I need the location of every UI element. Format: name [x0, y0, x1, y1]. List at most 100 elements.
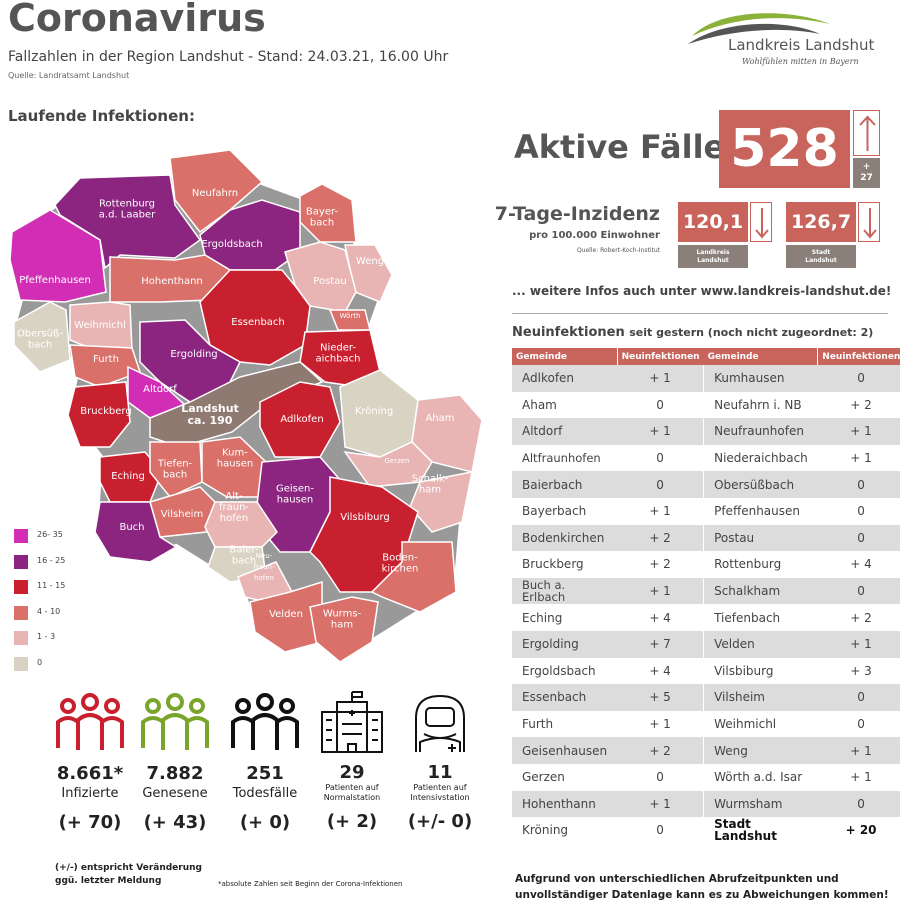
table-cell: + 4 [817, 551, 900, 578]
incidence-area: Stadt Landshut [786, 245, 856, 268]
stat-label-line: Todesfälle [232, 786, 298, 801]
map-region [67, 381, 131, 448]
incidence-area-line: Landshut [805, 256, 837, 264]
incidence-sublabel: pro 100.000 Einwohner [529, 230, 660, 241]
icon-infected [56, 693, 124, 750]
table-row: Essenbach + 5 Vilsheim 0 [512, 684, 900, 711]
legend-label: 0 [37, 657, 43, 667]
table-header-cell: Neuinfektionen [817, 348, 900, 365]
table-title-note: seit gestern (noch nicht zugeordnet: 2) [629, 326, 874, 339]
disclaimer: Aufgrund von unterschiedlichen Abrufzeit… [515, 871, 889, 903]
table-cell: Eching [512, 604, 618, 631]
region-label: Vilsheim [161, 509, 203, 520]
table-row: Altdorf + 1 Neufraunhofen + 1 [512, 418, 900, 445]
table-header-cell: Gemeinde [703, 348, 818, 365]
map-region [409, 471, 473, 533]
table-cell: + 2 [617, 551, 705, 578]
region-label: Postau [313, 276, 346, 287]
stat: 8.661* Infizierte (+ 70) [40, 763, 140, 833]
table-cell: 0 [817, 524, 900, 552]
region-label: Geisen- [276, 484, 314, 495]
table-row: Bodenkirchen + 2 Postau 0 [512, 524, 900, 552]
stat-change: (+/- 0) [407, 811, 473, 832]
table-cell: + 1 [817, 737, 900, 764]
stat-label-line: Patienten auf [413, 783, 467, 792]
change-note: (+/-) entspricht Veränderung ggü. letzter… [55, 862, 202, 888]
table-cell: Niederaichbach [703, 444, 818, 472]
table-cell: + 4 [617, 604, 705, 631]
stat-value: 251 [246, 763, 284, 784]
stat-icons [56, 691, 465, 753]
incidence-area-line: Landkreis [696, 248, 730, 256]
region-label: ham [331, 620, 353, 631]
table-cell: Velden [703, 630, 818, 658]
stat-label-line: Infizierte [61, 786, 119, 801]
stat-label: Genesene [125, 784, 225, 812]
table-cell: 0 [817, 710, 900, 738]
stat-label-line: Genesene [142, 786, 208, 801]
region-label: Baier- [230, 545, 259, 556]
active-value: 528 [719, 110, 850, 188]
region-label: ca. 190 [188, 414, 233, 427]
region-label: bach [310, 218, 334, 229]
table-row: Geisenhausen + 2 Weng + 1 [512, 737, 900, 764]
arrow-down [750, 202, 772, 242]
arrow-shape [863, 208, 877, 239]
table-row: Buch a. Erlbach + 1 Schalkham 0 [512, 577, 900, 605]
region-label: Furth [93, 354, 119, 365]
table-header: Gemeinde Neuinfektionen Gemeinde Neuinfekti… [512, 348, 900, 365]
table-cell: Buch a. Erlbach [512, 577, 618, 605]
table-cell: Altfraunhofen [512, 444, 618, 472]
incidence-area-line: Stadt [811, 248, 831, 256]
table-row: Baierbach 0 Obersüßbach 0 [512, 471, 900, 498]
map-region [370, 541, 457, 613]
stat-label: Infizierte [40, 784, 140, 812]
region-label: Kum- [222, 448, 248, 459]
legend-label: 4 - 10 [37, 606, 61, 616]
table-cell: + 1 [617, 365, 705, 392]
table-row: Aham 0 Neufahrn i. NB + 2 [512, 391, 900, 419]
region-label: fraun- [253, 563, 275, 571]
region-label: Nieder- [320, 343, 356, 354]
table-cell: Ergoldsbach [512, 657, 618, 685]
map-region [149, 441, 203, 498]
region-label: Velden [269, 609, 303, 620]
region-label: Neufahrn [192, 188, 238, 199]
map-region [309, 476, 419, 593]
arrow-up [853, 110, 880, 156]
table-cell: + 4 [617, 657, 705, 685]
disclaimer-line: unvollständiger Datenlage kann es zu Abw… [515, 889, 889, 901]
incidence-label: 7-Tage-Inzidenz [494, 203, 660, 225]
region-label: Aham [425, 413, 454, 424]
legend-swatch [14, 580, 28, 594]
table: Gemeinde Neuinfektionen Gemeinde Neuinfekti… [512, 348, 900, 844]
divider [512, 313, 888, 314]
absolute-note: *absolute Zahlen seit Beginn der Corona-… [218, 880, 403, 888]
arrow-shape [755, 208, 769, 239]
region-label: bach [163, 470, 187, 481]
map-region [13, 301, 71, 373]
table-cell: + 5 [617, 684, 705, 711]
more-info: ... weitere Infos auch unter www.landkre… [512, 284, 892, 298]
table-cell: + 1 [617, 790, 705, 818]
stat: 7.882 Genesene (+ 43) [125, 763, 225, 833]
region-label: Boden- [382, 553, 418, 564]
table-cell: Kumhausen [703, 365, 818, 392]
region-label: Schalk- [412, 474, 449, 485]
region-label: Obersüß- [17, 329, 64, 340]
table-cell: Weng [703, 737, 818, 764]
table-cell: Postau [703, 524, 818, 552]
note-line: (+/-) entspricht Veränderung [55, 863, 202, 873]
region-label: Pfeffenhausen [19, 275, 91, 286]
table-cell: + 2 [817, 604, 900, 631]
stat: 251 Todesfälle (+ 0) [215, 763, 315, 833]
table-row: Adlkofen + 1 Kumhausen 0 [512, 365, 900, 392]
region-label: Essenbach [231, 317, 285, 328]
incidence-value: 126,7 [786, 202, 856, 242]
table-header-cell: Gemeinde [512, 348, 618, 365]
legend-swatch [14, 631, 28, 645]
region-label: bach [28, 340, 52, 351]
table-cell: Vilsheim [703, 684, 818, 711]
icon-hospital [321, 691, 383, 753]
